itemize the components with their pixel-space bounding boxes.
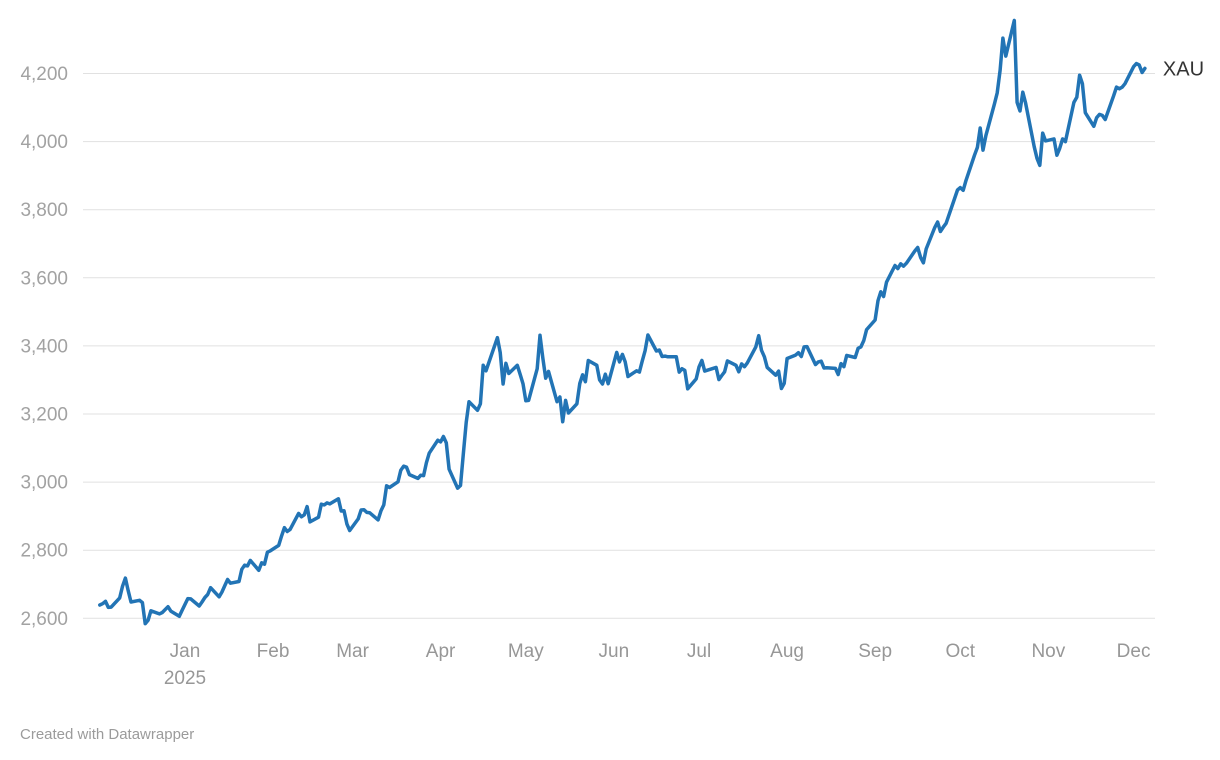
x-tick-label: Aug [770,641,804,662]
x-tick-label: Feb [257,641,290,662]
x-tick-label: Mar [336,641,369,662]
x-axis-year-label: 2025 [164,668,206,689]
x-tick-label: Apr [426,641,456,662]
x-tick-label: Jun [599,641,630,662]
y-tick-label: 4,200 [20,64,68,85]
series-group: XAU [98,18,1204,626]
attribution-credit-text: Created with Datawrapper [20,726,195,743]
x-tick-label: Jul [687,641,711,662]
y-tick-label: 4,000 [20,132,68,153]
x-tick-label: May [508,641,544,662]
x-axis-labels-group: Jan 2025 Feb Mar Apr May Jun Jul Aug Sep Oct Nov Dec [164,641,1151,689]
y-tick-label: 3,200 [20,405,68,426]
x-tick-label: Dec [1117,641,1151,662]
x-tick-label: Jan [170,641,201,662]
series-label-xau: XAU [1163,58,1204,80]
y-axis-labels-group: 2,600 2,800 3,000 3,200 3,400 3,600 3,800 4,000… [20,64,68,630]
gridlines-group [83,73,1155,619]
y-tick-label: 3,400 [20,336,68,357]
x-tick-label: Nov [1031,641,1065,662]
y-tick-label: 3,600 [20,268,68,289]
y-tick-label: 3,800 [20,200,68,221]
x-tick-label: Oct [946,641,976,662]
chart-canvas: 2,600 2,800 3,000 3,200 3,400 3,600 3,800 4,000… [20,18,1204,689]
attribution-credit: Created with Datawrapper [20,726,194,743]
x-tick-label: Sep [858,641,892,662]
y-tick-label: 3,000 [20,473,68,494]
y-tick-label: 2,800 [20,541,68,562]
y-tick-label: 2,600 [20,609,68,630]
price-line-xau [98,18,1147,626]
